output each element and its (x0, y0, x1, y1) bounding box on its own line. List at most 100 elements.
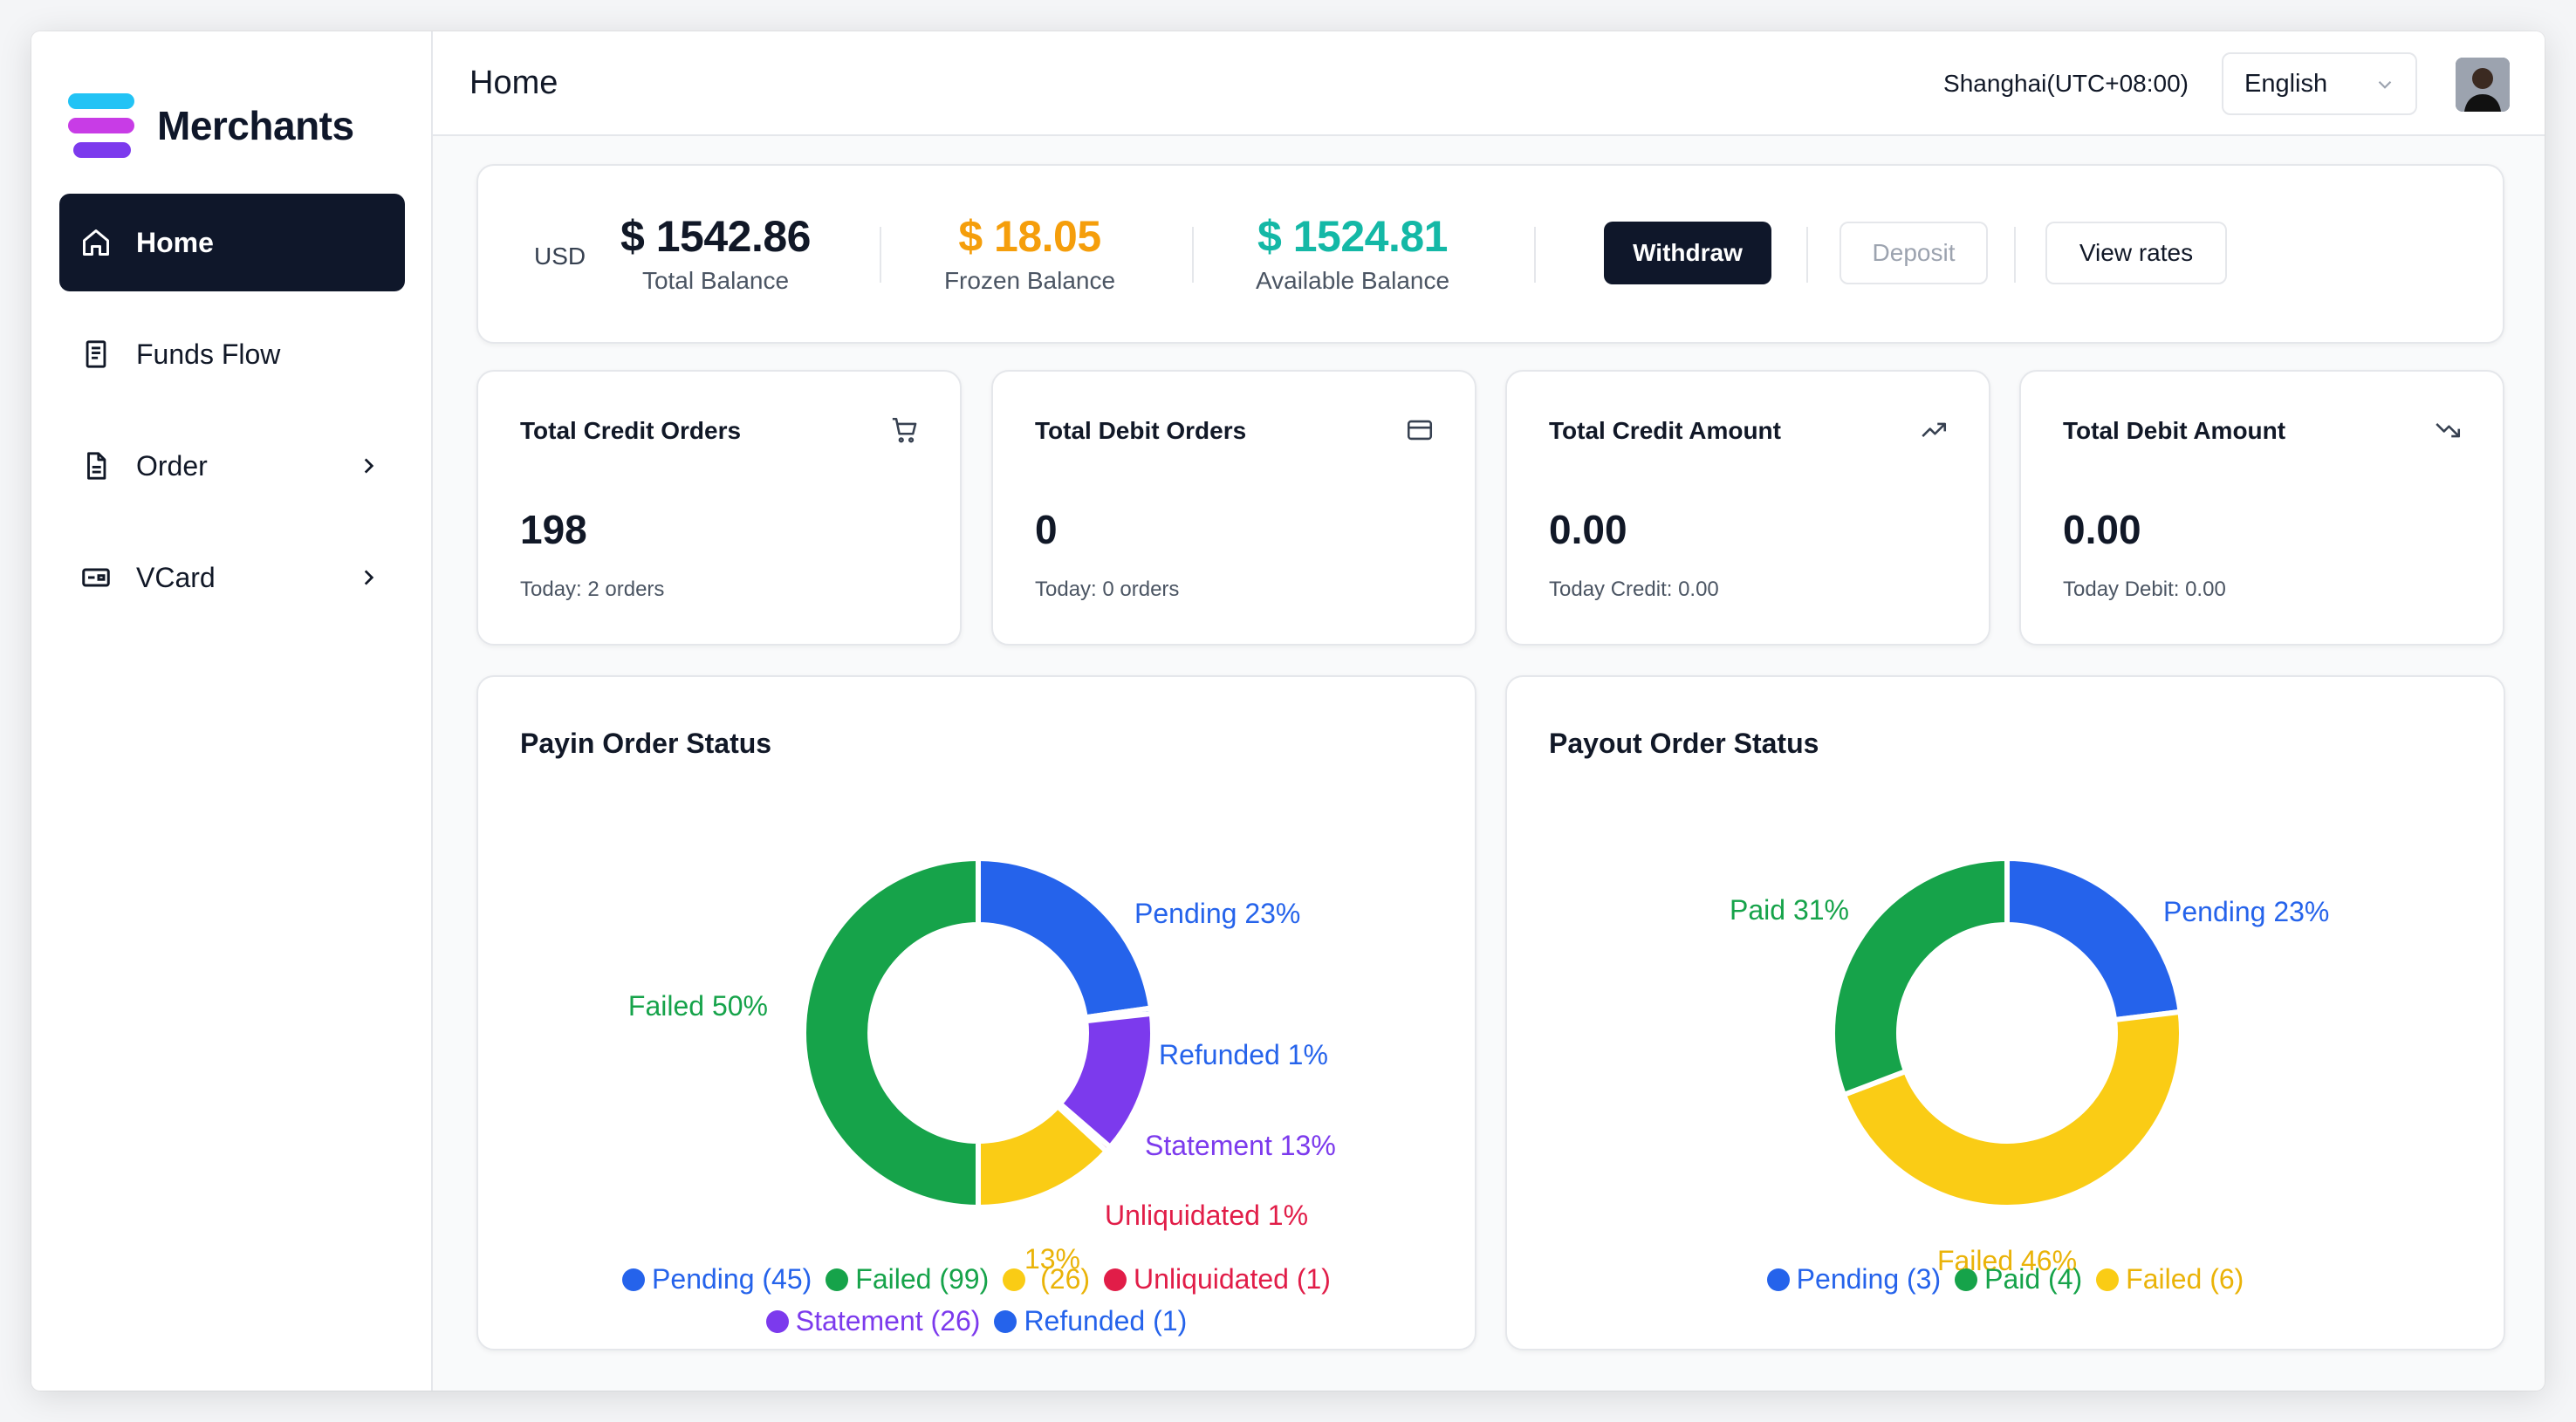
slice-failed[interactable] (801, 855, 981, 1211)
legend-item-pending[interactable]: Pending (45) (622, 1258, 812, 1300)
legend-label: Paid (4) (1984, 1263, 2083, 1295)
slice-label-statement: Statement 13% (1145, 1130, 1336, 1161)
slice-label-pending: Pending 23% (1134, 898, 1300, 929)
sidebar-item-home[interactable]: Home (59, 194, 405, 291)
sidebar-item-label: VCard (136, 561, 216, 593)
divider (2014, 227, 2016, 283)
legend-dot (826, 1268, 849, 1291)
divider (1192, 227, 1194, 283)
chevron-down-icon (2374, 73, 2396, 96)
legend-label: Pending (45) (652, 1263, 812, 1295)
language-select-value: English (2244, 69, 2328, 98)
card-icon (79, 560, 113, 595)
stat-title: Total Credit Amount (1549, 417, 1781, 444)
legend-dot (1003, 1268, 1026, 1291)
legend-label: Refunded (1) (1024, 1305, 1188, 1337)
app-window: Merchants Home Funds Flow Order (31, 31, 2545, 1391)
slice-label-refunded: Refunded 1% (1159, 1039, 1328, 1070)
payin-chart-card: Payin Order Status Pending 23% Refunded 1… (476, 675, 1476, 1350)
legend-dot (765, 1310, 789, 1333)
legend-label: Failed (6) (2126, 1263, 2244, 1295)
stat-subtext: Today Debit: 0.00 (2063, 578, 2226, 601)
frozen-balance-value: $ 18.05 (958, 212, 1101, 261)
sidebar-item-label: Order (136, 449, 208, 482)
legend-dot (994, 1310, 1017, 1333)
stat-card-credit-orders: Total Credit Orders 198 Today: 2 orders (476, 370, 962, 646)
slice-pending[interactable] (2004, 855, 2183, 1023)
payout-donut-chart: Pending 23%Failed 46%Paid 31% (1730, 855, 2329, 1276)
brand-name: Merchants (157, 103, 354, 148)
available-balance-label: Available Balance (1255, 267, 1450, 294)
language-select[interactable]: English (2222, 52, 2417, 115)
stat-card-debit-orders: Total Debit Orders 0 Today: 0 orders (991, 370, 1476, 646)
document-icon (79, 448, 113, 483)
stat-title: Total Debit Amount (2063, 417, 2286, 444)
balance-card: USD $ 1542.86 Total Balance $ 18.05 Froz… (476, 164, 2504, 344)
legend-item-paid[interactable]: Paid (4) (1955, 1258, 2082, 1300)
timezone-label[interactable]: Shanghai(UTC+08:00) (1943, 70, 2189, 97)
slice-failed[interactable] (1840, 1008, 2184, 1210)
slice-label-paid: Paid 31% (1730, 894, 1849, 926)
legend-dot (1955, 1268, 1978, 1291)
legend-item-failed[interactable]: Failed (99) (826, 1258, 989, 1300)
legend-row: Pending (45) Failed (99) (26) Unliquidated… (478, 1258, 1475, 1300)
sidebar-item-label: Funds Flow (136, 338, 281, 370)
frozen-balance-label: Frozen Balance (943, 267, 1116, 294)
payout-legend: Pending (3) Paid (4) Failed (6) (1507, 1258, 2504, 1300)
stat-card-debit-amount: Total Debit Amount 0.00 Today Debit: 0.0… (2019, 370, 2504, 646)
sidebar-nav: Home Funds Flow Order (59, 194, 405, 640)
sidebar-item-vcard[interactable]: VCard (59, 529, 405, 626)
user-avatar[interactable] (2456, 58, 2510, 112)
legend-dot (2096, 1268, 2120, 1291)
home-icon (79, 225, 113, 260)
brand-logo-icon (68, 93, 134, 158)
chart-title: Payin Order Status (520, 728, 772, 759)
chevron-right-icon (351, 448, 386, 483)
deposit-button[interactable]: Deposit (1840, 222, 1988, 284)
stat-subtext: Today Credit: 0.00 (1549, 578, 1719, 601)
trending-up-icon (1919, 415, 1949, 445)
legend-item-pending[interactable]: Pending (3) (1766, 1258, 1942, 1300)
divider (1534, 227, 1536, 283)
legend-item-unliquidated[interactable]: Unliquidated (1) (1104, 1258, 1331, 1300)
chevron-right-icon (351, 560, 386, 595)
legend-item-refunded[interactable]: Refunded (1) (994, 1300, 1187, 1342)
legend-label: Pending (3) (1796, 1263, 1942, 1295)
total-balance-value: $ 1542.86 (620, 212, 811, 261)
stat-subtext: Today: 2 orders (520, 578, 665, 601)
sidebar-item-label: Home (136, 226, 214, 258)
view-rates-button[interactable]: View rates (2045, 222, 2227, 284)
frozen-balance: $ 18.05 Frozen Balance (925, 211, 1134, 295)
chart-title: Payout Order Status (1549, 728, 1819, 759)
legend-label: Statement (26) (795, 1305, 981, 1337)
stat-title: Total Credit Orders (520, 417, 742, 444)
legend-dot (1104, 1268, 1127, 1291)
legend-label: Failed (99) (855, 1263, 990, 1295)
sidebar-item-funds-flow[interactable]: Funds Flow (59, 305, 405, 403)
stat-subtext: Today: 0 orders (1035, 578, 1180, 601)
sidebar-item-order[interactable]: Order (59, 417, 405, 515)
slice-pending[interactable] (976, 855, 1154, 1021)
legend-row: Statement (26) Refunded (1) (478, 1300, 1475, 1342)
slice-label-failed: Failed 50% (628, 990, 768, 1022)
slice-label-unliquidated: Unliquidated 1% (1105, 1200, 1308, 1231)
slice-label-pending: Pending 23% (2163, 896, 2329, 927)
balance-currency: USD (534, 243, 586, 270)
cart-icon (890, 415, 920, 445)
legend-label: Unliquidated (1) (1134, 1263, 1331, 1295)
total-balance: $ 1542.86 Total Balance (611, 211, 820, 295)
legend-item-failed[interactable]: Failed (6) (2096, 1258, 2244, 1300)
brand[interactable]: Merchants (68, 91, 354, 161)
stat-value: 0 (1035, 507, 1058, 552)
stat-value: 198 (520, 507, 587, 552)
withdraw-button[interactable]: Withdraw (1604, 222, 1771, 284)
divider (880, 227, 881, 283)
legend-item-statement[interactable]: Statement (26) (765, 1300, 981, 1342)
sidebar: Merchants Home Funds Flow Order (31, 31, 433, 1391)
stat-card-credit-amount: Total Credit Amount 0.00 Today Credit: 0… (1505, 370, 1990, 646)
legend-item-unnamed[interactable]: (26) (1003, 1258, 1090, 1300)
stat-value: 0.00 (1549, 507, 1627, 552)
payin-legend: Pending (45) Failed (99) (26) Unliquidated… (478, 1258, 1475, 1342)
credit-card-icon (1405, 415, 1435, 445)
slice-paid[interactable] (1830, 855, 2010, 1098)
